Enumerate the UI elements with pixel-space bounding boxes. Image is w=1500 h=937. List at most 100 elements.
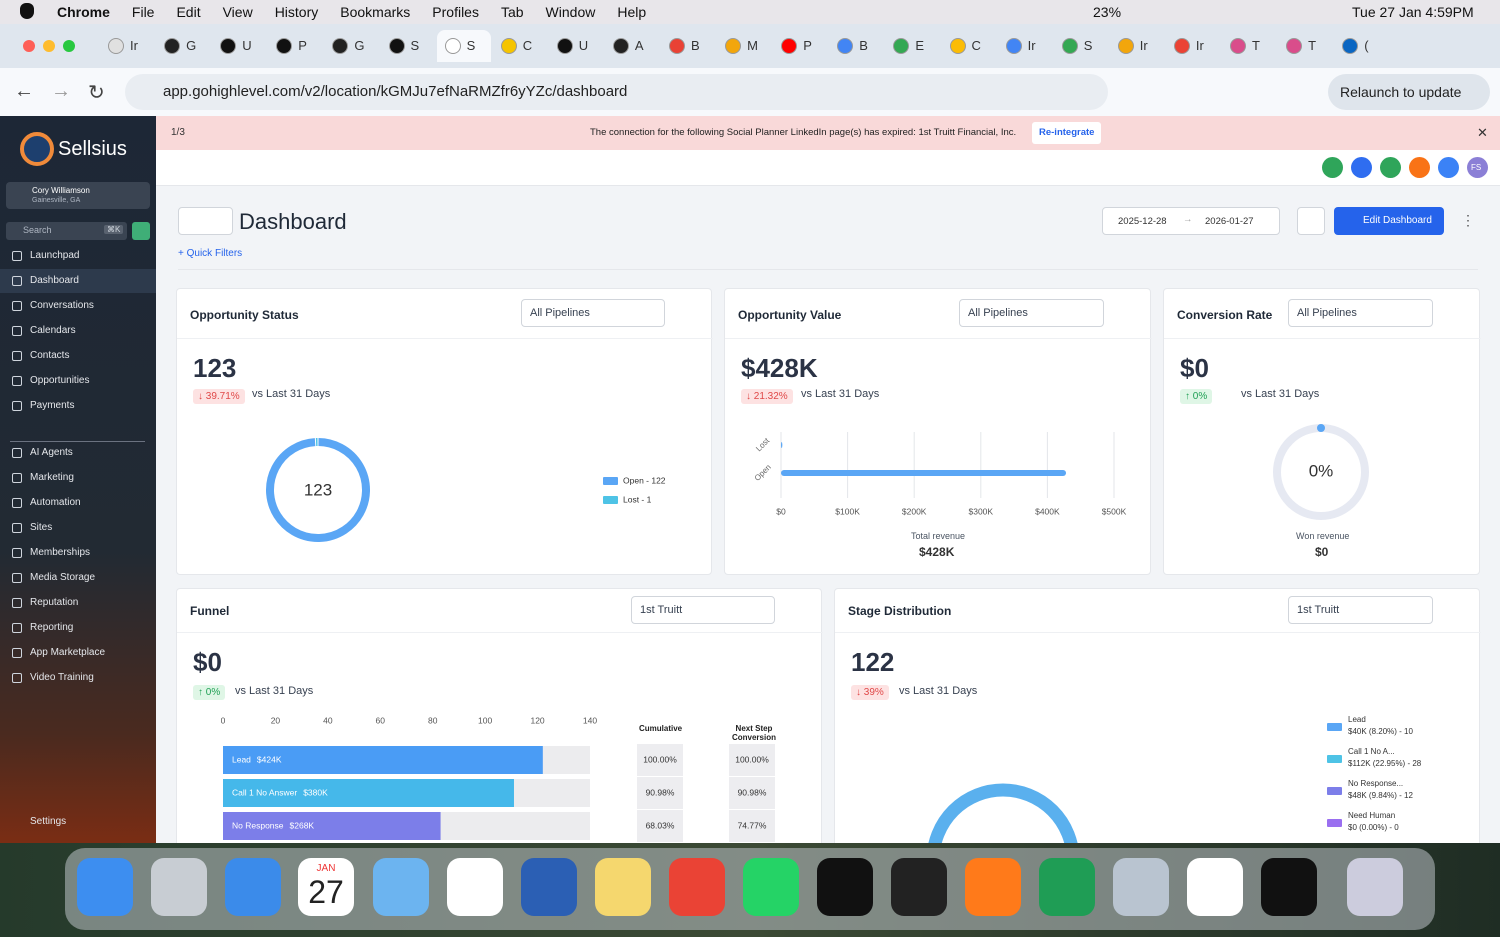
- dock-icon[interactable]: [77, 858, 133, 916]
- dock-icon[interactable]: [891, 858, 947, 916]
- browser-tab[interactable]: (: [1334, 30, 1388, 62]
- browser-tab[interactable]: Ir: [998, 30, 1052, 62]
- browser-tab[interactable]: G: [156, 30, 210, 62]
- pipeline-filter[interactable]: All Pipelines: [959, 299, 1104, 327]
- menu-item[interactable]: Profiles: [432, 4, 479, 20]
- dock-icon[interactable]: [1347, 858, 1403, 916]
- browser-tab[interactable]: B: [829, 30, 883, 62]
- dock-icon[interactable]: [595, 858, 651, 916]
- menu-item[interactable]: Tab: [500, 4, 524, 20]
- browser-tab[interactable]: E: [885, 30, 939, 62]
- browser-tab[interactable]: P: [773, 30, 827, 62]
- calendar-app[interactable]: JAN 27: [298, 858, 354, 916]
- dock-icon[interactable]: [743, 858, 799, 916]
- ai-icon[interactable]: [1351, 157, 1372, 178]
- nav-item[interactable]: App Marketplace: [0, 641, 156, 665]
- menu-item[interactable]: View: [222, 4, 253, 20]
- app-name[interactable]: Chrome: [57, 4, 110, 20]
- browser-tab[interactable]: S: [381, 30, 435, 62]
- browser-tab[interactable]: C: [493, 30, 547, 62]
- nav-item[interactable]: Conversations: [0, 294, 156, 318]
- nav-item[interactable]: Dashboard: [0, 269, 156, 293]
- layout-toggle[interactable]: [178, 207, 233, 235]
- browser-tab[interactable]: G: [324, 30, 378, 62]
- more-menu[interactable]: ⋮: [1461, 212, 1475, 228]
- nav-item[interactable]: Memberships: [0, 541, 156, 565]
- date-range[interactable]: 2025-12-28 → 2026-01-27: [1102, 207, 1280, 235]
- browser-tab[interactable]: T: [1222, 30, 1276, 62]
- nav-item[interactable]: AI Agents: [0, 441, 156, 465]
- quick-action[interactable]: [132, 222, 150, 240]
- edit-dashboard[interactable]: Edit Dashboard: [1334, 207, 1444, 235]
- dock-icon[interactable]: [151, 858, 207, 916]
- nav-item[interactable]: Media Storage: [0, 566, 156, 590]
- banner-pager[interactable]: 1/3: [171, 127, 185, 138]
- forward-button[interactable]: →: [51, 80, 71, 102]
- dock-icon[interactable]: [669, 858, 725, 916]
- nav-item[interactable]: Calendars: [0, 319, 156, 343]
- back-button[interactable]: ←: [14, 80, 34, 102]
- menu-item[interactable]: History: [274, 4, 319, 20]
- nav-item[interactable]: Opportunities: [0, 369, 156, 393]
- close-window[interactable]: [23, 40, 35, 52]
- nav-item[interactable]: Reporting: [0, 616, 156, 640]
- pipeline-filter[interactable]: 1st Truitt: [631, 596, 775, 624]
- menu-item[interactable]: Bookmarks: [340, 4, 411, 20]
- nav-item[interactable]: Marketing: [0, 466, 156, 490]
- battery[interactable]: 23%: [1093, 4, 1122, 20]
- dock-icon[interactable]: [1113, 858, 1169, 916]
- nav-item[interactable]: Reputation: [0, 591, 156, 615]
- search-box[interactable]: Search ⌘K: [6, 222, 127, 240]
- announce-icon[interactable]: [1380, 157, 1401, 178]
- menu-item[interactable]: File: [131, 4, 155, 20]
- maximize-window[interactable]: [63, 40, 75, 52]
- relaunch-button[interactable]: Relaunch to update: [1328, 74, 1490, 110]
- browser-tab[interactable]: U: [549, 30, 603, 62]
- browser-tab[interactable]: T: [1278, 30, 1332, 62]
- dock-icon[interactable]: [1261, 858, 1317, 916]
- notifications-icon[interactable]: [1409, 157, 1430, 178]
- dock-icon[interactable]: [965, 858, 1021, 916]
- apple-logo[interactable]: [20, 3, 34, 19]
- phone-icon[interactable]: [1322, 157, 1343, 178]
- browser-tab[interactable]: Ir: [1110, 30, 1164, 62]
- dock-icon[interactable]: [225, 858, 281, 916]
- menu-item[interactable]: Edit: [176, 4, 201, 20]
- clock[interactable]: Tue 27 Jan 4:59PM: [1352, 4, 1474, 20]
- dock-icon[interactable]: [447, 858, 503, 916]
- pipeline-filter[interactable]: 1st Truitt: [1288, 596, 1433, 624]
- nav-item[interactable]: Automation: [0, 491, 156, 515]
- ai-button[interactable]: [1297, 207, 1325, 235]
- banner-close[interactable]: ✕: [1477, 125, 1488, 140]
- browser-tab[interactable]: M: [717, 30, 771, 62]
- dock-icon[interactable]: [1039, 858, 1095, 916]
- browser-tab[interactable]: S: [1054, 30, 1108, 62]
- reintegrate-button[interactable]: Re-integrate: [1032, 122, 1102, 144]
- menu-item[interactable]: Window: [545, 4, 596, 20]
- nav-settings[interactable]: Settings: [30, 816, 67, 827]
- help-icon[interactable]: [1438, 157, 1459, 178]
- address-box[interactable]: app.gohighlevel.com/v2/location/kGMJu7ef…: [125, 74, 1108, 110]
- browser-tab[interactable]: B: [661, 30, 715, 62]
- nav-item[interactable]: Payments: [0, 394, 156, 418]
- nav-item[interactable]: Sites: [0, 516, 156, 540]
- nav-item[interactable]: Launchpad: [0, 244, 156, 268]
- browser-tab[interactable]: Ir: [100, 30, 154, 62]
- browser-tab[interactable]: Ir: [1166, 30, 1220, 62]
- dock-icon[interactable]: [373, 858, 429, 916]
- user-avatar[interactable]: FS: [1467, 157, 1488, 178]
- nav-item[interactable]: Contacts: [0, 344, 156, 368]
- browser-tab[interactable]: A: [605, 30, 659, 62]
- minimize-window[interactable]: [43, 40, 55, 52]
- dock-icon[interactable]: [521, 858, 577, 916]
- menu-item[interactable]: Help: [617, 4, 647, 20]
- account-switcher[interactable]: Cory Williamson Gainesville, GA: [6, 182, 150, 209]
- pipeline-filter[interactable]: All Pipelines: [1288, 299, 1433, 327]
- pipeline-filter[interactable]: All Pipelines: [521, 299, 665, 327]
- dock-icon[interactable]: [1187, 858, 1243, 916]
- dock-icon[interactable]: [817, 858, 873, 916]
- browser-tab[interactable]: S: [436, 30, 491, 62]
- browser-tab[interactable]: C: [942, 30, 996, 62]
- browser-tab[interactable]: P: [268, 30, 322, 62]
- browser-tab[interactable]: U: [212, 30, 266, 62]
